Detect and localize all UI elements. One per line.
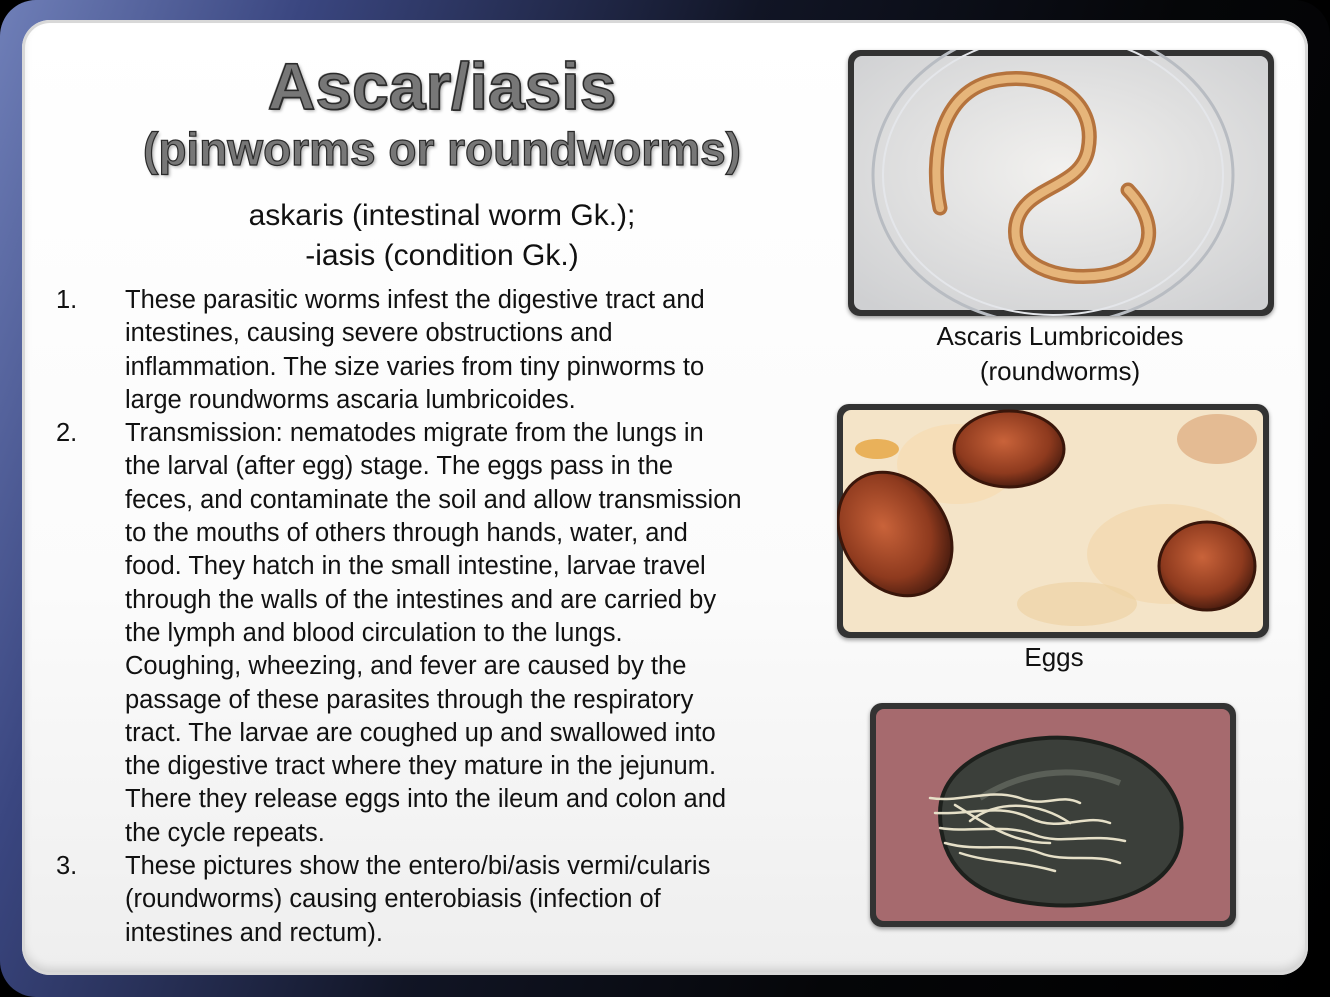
slide-title: Ascar/iasis xyxy=(267,49,617,123)
caption-line: (roundworms) xyxy=(979,356,1141,386)
text-line: passage of these parasites through the r… xyxy=(125,685,694,714)
text-line: These parasitic worms infest the digesti… xyxy=(125,286,705,314)
text-line: These pictures show the entero/bi/asis v… xyxy=(125,852,711,881)
pinworm-mass-specimen-image xyxy=(876,709,1230,921)
list-number: 2. xyxy=(56,419,78,448)
text-line: to the mouths of others through hands, w… xyxy=(125,519,688,548)
text-line: feces, and contaminate the soil and allo… xyxy=(125,485,742,514)
list-item: 3. These pictures show the entero/bi/asi… xyxy=(56,850,816,950)
roundworm-caption: Ascaris Lumbricoides (roundworms) xyxy=(848,319,1272,389)
text-line: There they release eggs into the ileum a… xyxy=(125,785,727,814)
ascaris-eggs-micrograph-image xyxy=(837,409,1263,632)
text-line: the digestive tract where they mature in… xyxy=(125,752,717,781)
eggs-photo xyxy=(837,404,1269,638)
list-item: 2. Transmission: nematodes migrate from … xyxy=(56,417,816,850)
caption-line: Ascaris Lumbricoides xyxy=(936,321,1184,351)
list-item: 1. These parasitic worms infest the dige… xyxy=(56,284,816,417)
list-number: 3. xyxy=(56,852,78,881)
etymology-line: askaris (intestinal worm Gk.); xyxy=(248,199,636,232)
text-line: intestines, causing severe obstructions … xyxy=(125,319,613,348)
text-line: food. They hatch in the small intestine,… xyxy=(125,552,706,581)
roundworm-photo xyxy=(848,50,1274,316)
text-line: tract. The larvae are coughed up and swa… xyxy=(125,718,716,747)
slide-subtitle: (pinworms or roundworms) xyxy=(142,122,741,175)
text-line: Transmission: nematodes migrate from the… xyxy=(125,419,704,448)
slide: Ascar/iasis (pinworms or roundworms) ask… xyxy=(22,20,1308,975)
numbered-list: 1. These parasitic worms infest the dige… xyxy=(56,284,816,950)
text-line: through the walls of the intestines and … xyxy=(125,585,717,614)
pinworm-photo xyxy=(870,703,1236,927)
roundworm-in-petri-dish-image xyxy=(854,50,1268,316)
etymology-line: -iasis (condition Gk.) xyxy=(305,239,579,272)
list-number: 1. xyxy=(56,286,78,314)
etymology: askaris (intestinal worm Gk.); -iasis (c… xyxy=(142,196,742,276)
text-line: intestines and rectum). xyxy=(125,918,383,947)
eggs-caption: Eggs xyxy=(1024,642,1084,672)
text-line: the cycle repeats. xyxy=(125,818,325,847)
text-line: the lymph and blood circulation to the l… xyxy=(125,618,623,647)
text-line: the larval (after egg) stage. The eggs p… xyxy=(125,452,674,481)
text-line: inflammation. The size varies from tiny … xyxy=(125,352,705,381)
text-line: Coughing, wheezing, and fever are caused… xyxy=(125,652,687,681)
text-line: large roundworms ascaria lumbricoides. xyxy=(125,385,576,414)
text-line: (roundworms) causing enterobiasis (infec… xyxy=(125,885,661,914)
